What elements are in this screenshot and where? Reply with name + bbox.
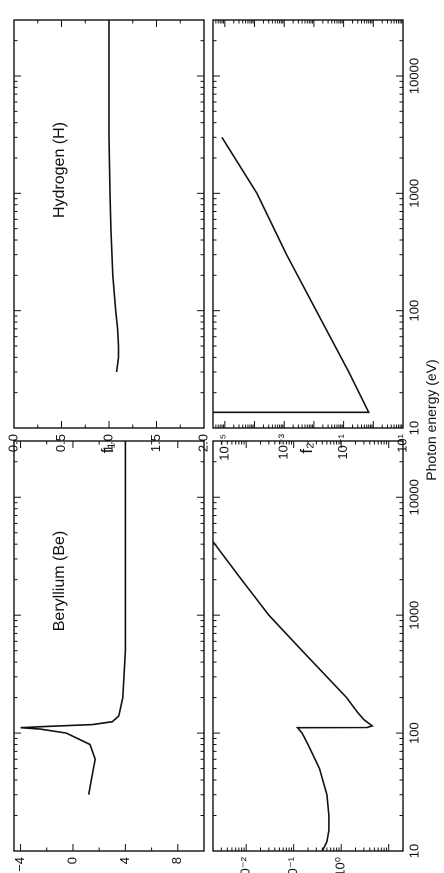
value-tick-label: 4	[117, 857, 132, 864]
plot-frame	[212, 19, 404, 429]
value-tick-label: 0.0	[5, 434, 20, 452]
value-tick-label: 10⁻⁵	[216, 434, 231, 461]
value-tick-label: 10¹	[394, 433, 409, 452]
energy-tick-label: 10000	[407, 58, 422, 94]
energy-tick-label: 1000	[407, 179, 422, 208]
energy-tick-label: 100	[407, 722, 422, 744]
panel-h-f1: 0.0 0.5 1.0 1.5 2.0 Hydrogen (H) f₁	[5, 19, 210, 454]
value-tick-label: 0	[64, 857, 79, 864]
series-line	[108, 20, 120, 373]
value-tick-label: 10⁻¹	[285, 856, 300, 873]
energy-tick-label: 100	[407, 300, 422, 322]
energy-tick-label: 10000	[407, 479, 422, 515]
value-tick-label: 1.5	[148, 434, 163, 452]
x-axis-title: Photon energy (eV)	[423, 359, 439, 480]
series-line	[213, 136, 370, 414]
element-label: Hydrogen (H)	[51, 122, 68, 218]
value-tick-label: −4	[12, 857, 27, 872]
value-tick-label: 10⁻¹	[335, 433, 350, 459]
energy-tick-label: 10	[407, 844, 422, 858]
value-tick-label: 0.5	[53, 434, 68, 452]
energy-tick-label: 1000	[407, 601, 422, 630]
value-tick-label: 10⁻²	[238, 856, 253, 873]
series-line	[20, 441, 127, 795]
plot-frame	[212, 440, 404, 852]
energy-tick-label: 10	[407, 421, 422, 435]
quantity-label: f₂	[297, 442, 316, 453]
element-label: Beryllium (Be)	[51, 531, 68, 631]
value-tick-label: 10⁻³	[276, 433, 291, 459]
value-tick-label: 8	[169, 857, 184, 864]
quantity-label: f₁	[98, 443, 117, 454]
panel-be-f1: −4 0 4 8 Beryllium (Be)	[12, 440, 205, 872]
value-tick-label: 10⁰	[333, 857, 348, 873]
value-tick-label: 1.0	[100, 434, 115, 452]
panel-be-f2: 10⁻² 10⁻¹ 10⁰ 10 100 1000 10000	[212, 440, 422, 873]
value-tick-label: 2.0	[195, 434, 210, 452]
plot-frame	[13, 440, 205, 852]
series-line	[212, 541, 374, 852]
